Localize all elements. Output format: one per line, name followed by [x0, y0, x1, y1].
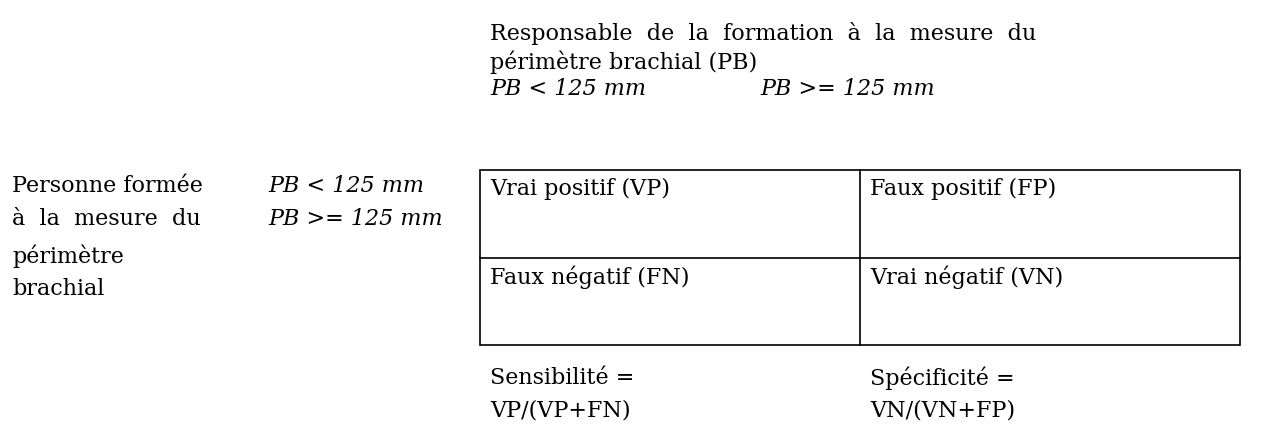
Text: à  la  mesure  du: à la mesure du [12, 208, 201, 230]
Text: brachial: brachial [12, 278, 105, 300]
Text: VN/(VN+FP): VN/(VN+FP) [870, 400, 1015, 422]
Text: PB >= 125 mm: PB >= 125 mm [268, 208, 443, 230]
Text: Personne formée: Personne formée [12, 175, 202, 197]
Text: Sensibilité =: Sensibilité = [490, 367, 635, 389]
Text: périmètre: périmètre [12, 245, 124, 269]
Text: VP/(VP+FN): VP/(VP+FN) [490, 400, 631, 422]
Text: Spécificité =: Spécificité = [870, 367, 1015, 391]
Text: PB >= 125 mm: PB >= 125 mm [760, 78, 934, 100]
Text: Vrai positif (VP): Vrai positif (VP) [490, 178, 669, 200]
Text: Faux positif (FP): Faux positif (FP) [870, 178, 1056, 200]
Text: Faux négatif (FN): Faux négatif (FN) [490, 266, 690, 289]
Text: Vrai négatif (VN): Vrai négatif (VN) [870, 266, 1064, 289]
Text: Responsable  de  la  formation  à  la  mesure  du: Responsable de la formation à la mesure … [490, 22, 1037, 45]
Text: PB < 125 mm: PB < 125 mm [268, 175, 424, 197]
Bar [480, 170, 1240, 345]
Text: PB < 125 mm: PB < 125 mm [490, 78, 646, 100]
Text: périmètre brachial (PB): périmètre brachial (PB) [490, 50, 758, 73]
